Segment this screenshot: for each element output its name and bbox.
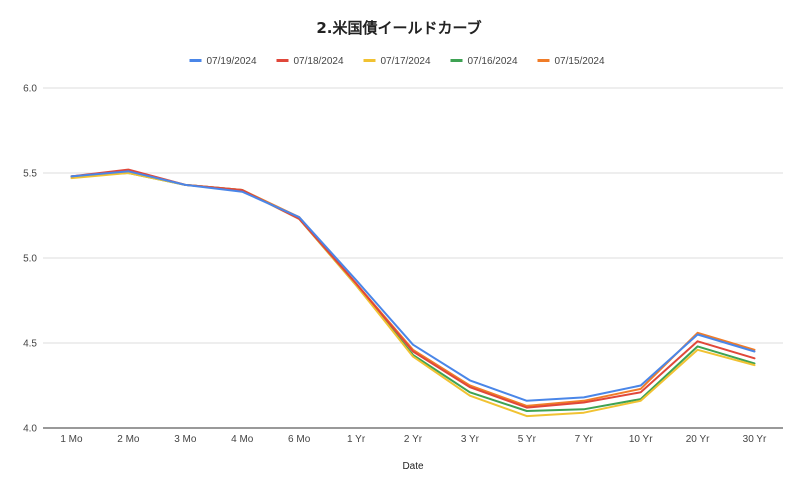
legend-swatch bbox=[189, 59, 202, 62]
x-tick-label: 2 Yr bbox=[404, 434, 423, 445]
x-axis-title: Date bbox=[402, 461, 424, 472]
gridlines bbox=[43, 87, 783, 429]
x-tick-label: 10 Yr bbox=[629, 434, 653, 445]
series-line bbox=[70, 168, 756, 409]
y-tick-label: 5.5 bbox=[23, 169, 37, 180]
legend-label: 07/17/2024 bbox=[381, 56, 431, 67]
legend: 07/19/2024 07/18/2024 07/17/2024 07/16/2024… bbox=[189, 56, 605, 67]
legend-item: 07/18/2024 bbox=[276, 56, 344, 67]
legend-label: 07/15/2024 bbox=[555, 56, 605, 67]
chart-title: 2.米国債イールドカーブ bbox=[316, 19, 481, 37]
legend-swatch bbox=[537, 59, 550, 62]
series-lines bbox=[70, 168, 756, 418]
x-tick-label: 1 Yr bbox=[347, 434, 366, 445]
legend-item: 07/15/2024 bbox=[537, 56, 605, 67]
legend-item: 07/17/2024 bbox=[363, 56, 431, 67]
x-tick-label: 1 Mo bbox=[60, 434, 83, 445]
x-axis-ticks: 1 Mo 2 Mo 3 Mo 4 Mo 6 Mo 1 Yr 2 Yr 3 Yr 5 Yr 7 Yr… bbox=[60, 434, 767, 445]
legend-item: 07/16/2024 bbox=[450, 56, 518, 67]
x-tick-label: 5 Yr bbox=[518, 434, 537, 445]
x-tick-label: 20 Yr bbox=[686, 434, 710, 445]
x-tick-label: 2 Mo bbox=[117, 434, 140, 445]
series-line bbox=[70, 170, 756, 402]
series-line bbox=[70, 170, 756, 407]
legend-swatch bbox=[450, 59, 463, 62]
x-tick-label: 30 Yr bbox=[743, 434, 767, 445]
y-tick-label: 6.0 bbox=[23, 84, 37, 95]
y-tick-label: 5.0 bbox=[23, 254, 37, 265]
series-line bbox=[70, 172, 756, 418]
legend-swatch bbox=[363, 59, 376, 62]
legend-label: 07/16/2024 bbox=[468, 56, 518, 67]
legend-label: 07/18/2024 bbox=[294, 56, 344, 67]
x-tick-label: 3 Mo bbox=[174, 434, 197, 445]
y-tick-label: 4.5 bbox=[23, 339, 37, 350]
x-tick-label: 4 Mo bbox=[231, 434, 254, 445]
y-tick-label: 4.0 bbox=[23, 424, 37, 435]
legend-swatch bbox=[276, 59, 289, 62]
legend-label: 07/19/2024 bbox=[207, 56, 257, 67]
x-tick-label: 7 Yr bbox=[575, 434, 594, 445]
x-tick-label: 6 Mo bbox=[288, 434, 311, 445]
legend-item: 07/19/2024 bbox=[189, 56, 257, 67]
x-tick-label: 3 Yr bbox=[461, 434, 480, 445]
y-axis-ticks: 4.0 4.5 5.0 5.5 6.0 bbox=[23, 84, 37, 435]
